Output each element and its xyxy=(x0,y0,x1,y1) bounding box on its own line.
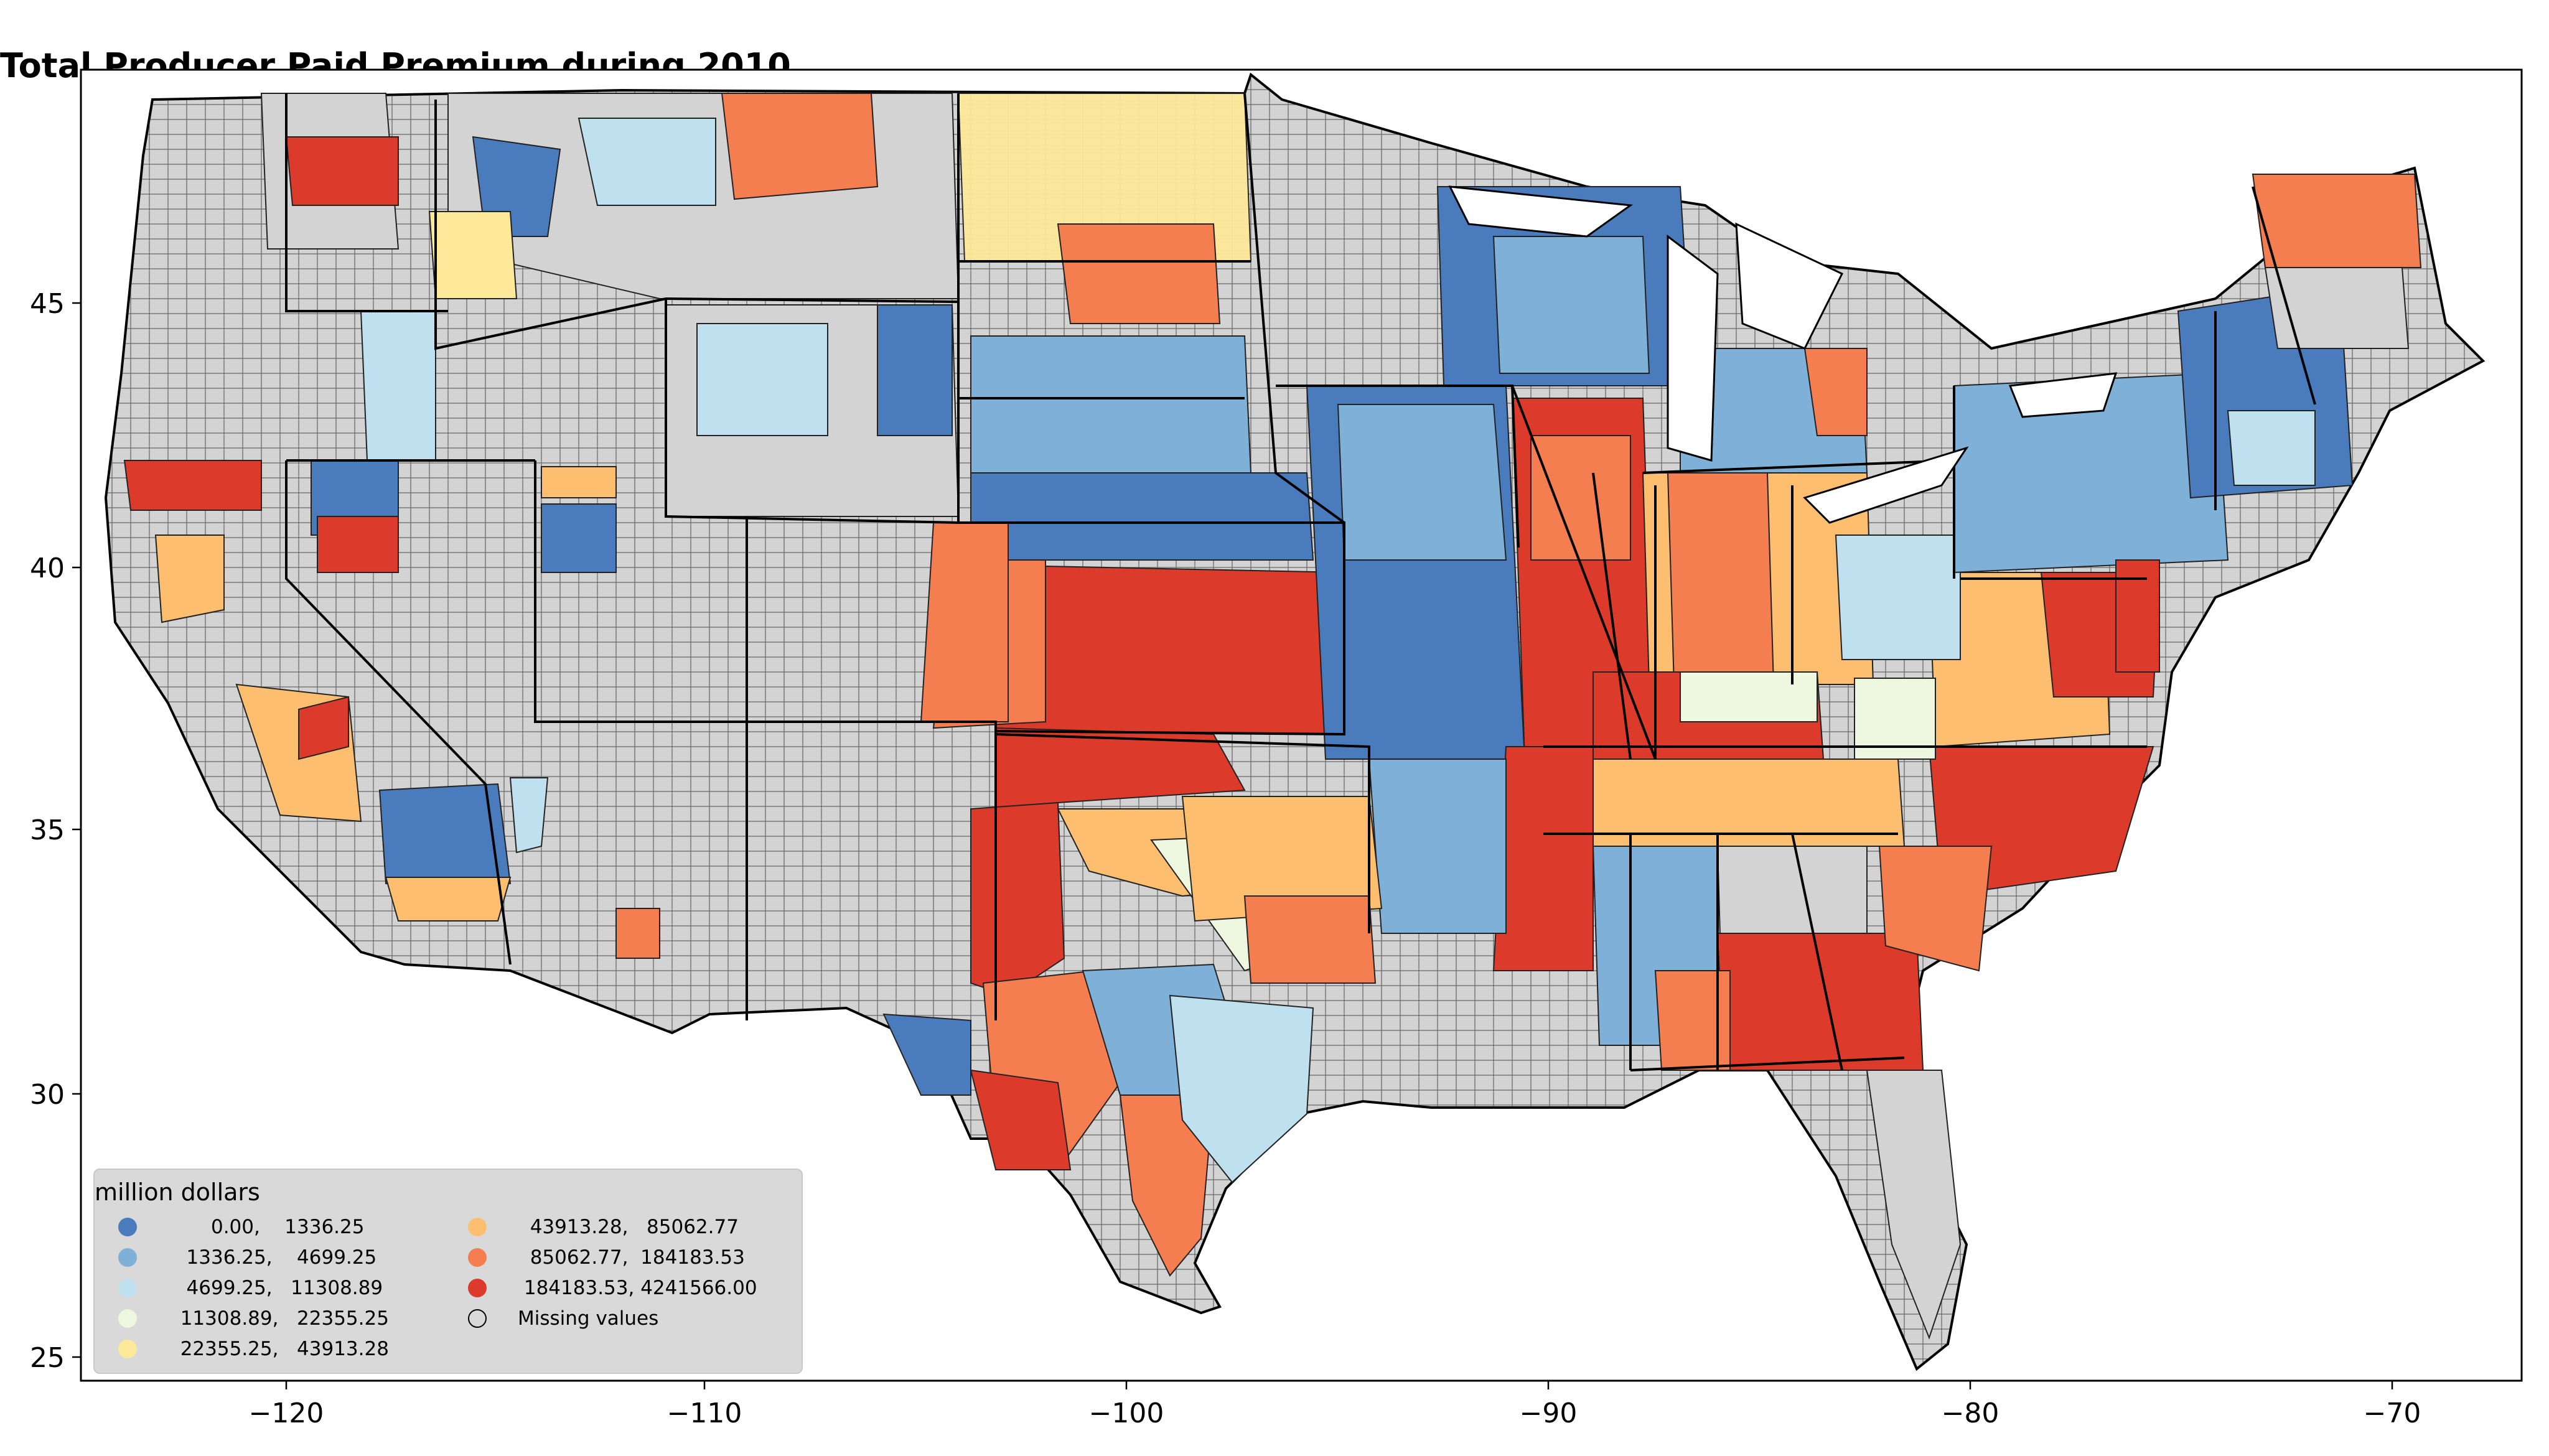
x-tick-label: −90 xyxy=(1520,1398,1578,1429)
y-tick-label: 40 xyxy=(30,553,65,584)
legend-item: Missing values xyxy=(468,1304,505,1334)
legend-item: 4699.25, 11308.89 xyxy=(118,1273,155,1304)
legend-label: 184183.53, 4241566.00 xyxy=(518,1273,757,1304)
legend-label: 22355.25, 43913.28 xyxy=(168,1334,389,1365)
y-tick-label: 35 xyxy=(30,814,65,846)
legend: million dollars 0.00, 1336.25 1336.25, 4… xyxy=(93,1169,803,1374)
y-tick-label: 25 xyxy=(30,1342,65,1374)
y-tick-label: 45 xyxy=(30,288,65,320)
legend-swatch xyxy=(468,1218,487,1236)
legend-item: 11308.89, 22355.25 xyxy=(118,1304,155,1334)
x-axis: −120 −110 −100 −90 −80 −70 xyxy=(249,1381,2421,1429)
legend-item: 0.00, 1336.25 xyxy=(118,1212,155,1243)
legend-swatch xyxy=(118,1218,137,1236)
legend-swatch xyxy=(118,1248,137,1267)
legend-column: 0.00, 1336.25 1336.25, 4699.25 4699.25, … xyxy=(118,1212,155,1365)
legend-column: 43913.28, 85062.77 85062.77, 184183.53 1… xyxy=(468,1212,505,1334)
legend-item: 85062.77, 184183.53 xyxy=(468,1243,505,1273)
y-axis: 45 40 35 30 25 xyxy=(30,288,81,1374)
legend-label: Missing values xyxy=(518,1304,658,1334)
x-tick-label: −100 xyxy=(1089,1398,1164,1429)
legend-title: million dollars xyxy=(95,1178,802,1206)
legend-item: 184183.53, 4241566.00 xyxy=(468,1273,505,1304)
legend-label: 0.00, 1336.25 xyxy=(168,1212,364,1243)
legend-item: 22355.25, 43913.28 xyxy=(118,1334,155,1365)
y-tick-label: 30 xyxy=(30,1079,65,1111)
legend-swatch xyxy=(468,1248,487,1267)
legend-label: 1336.25, 4699.25 xyxy=(168,1243,377,1273)
legend-label: 11308.89, 22355.25 xyxy=(168,1304,389,1334)
legend-label: 4699.25, 11308.89 xyxy=(168,1273,383,1304)
legend-swatch xyxy=(118,1340,137,1358)
x-tick-label: −80 xyxy=(1942,1398,1999,1429)
legend-label: 85062.77, 184183.53 xyxy=(518,1243,745,1273)
legend-swatch xyxy=(468,1309,487,1328)
legend-label: 43913.28, 85062.77 xyxy=(518,1212,739,1243)
legend-swatch xyxy=(118,1279,137,1297)
x-tick-label: −70 xyxy=(2364,1398,2421,1429)
legend-item: 1336.25, 4699.25 xyxy=(118,1243,155,1273)
legend-swatch xyxy=(468,1279,487,1297)
x-tick-label: −110 xyxy=(667,1398,742,1429)
legend-swatch xyxy=(118,1309,137,1328)
legend-item: 43913.28, 85062.77 xyxy=(468,1212,505,1243)
x-tick-label: −120 xyxy=(249,1398,324,1429)
